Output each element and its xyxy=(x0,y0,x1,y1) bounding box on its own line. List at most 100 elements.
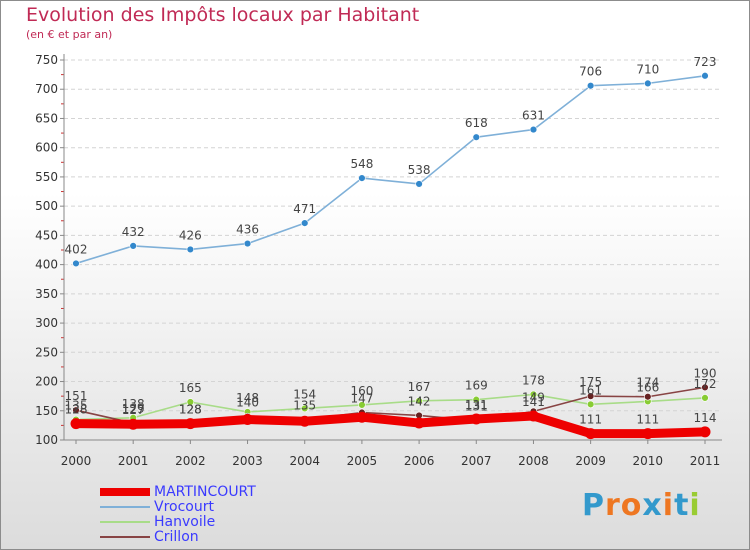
y-tick-label: 700 xyxy=(35,82,58,96)
x-tick-label: 2002 xyxy=(175,454,206,468)
legend-swatch xyxy=(100,505,150,508)
data-label-hanvoile: 138 xyxy=(122,397,145,411)
chart-title: Evolution des Impôts locaux par Habitant xyxy=(26,4,420,26)
data-label-vrocourt: 710 xyxy=(636,62,659,76)
legend-swatch xyxy=(100,535,150,538)
data-label-vrocourt: 706 xyxy=(579,65,602,79)
chart-legend: MARTINCOURT Vrocourt Hanvoile Crillon xyxy=(100,483,256,545)
data-label-vrocourt: 723 xyxy=(694,55,717,69)
data-point-martincourt xyxy=(356,411,368,423)
legend-swatch xyxy=(100,487,150,496)
x-tick-label: 2003 xyxy=(232,454,263,468)
y-tick-label: 450 xyxy=(35,228,58,242)
y-tick-label: 350 xyxy=(35,287,58,301)
data-point-hanvoile xyxy=(529,390,538,399)
logo-letter: P xyxy=(582,488,605,523)
legend-label: Vrocourt xyxy=(154,498,214,515)
legend-item: Crillon xyxy=(100,528,256,545)
data-point-vrocourt xyxy=(72,259,80,268)
y-tick-label: 500 xyxy=(35,199,58,213)
x-tick-label: 2011 xyxy=(690,454,721,468)
data-label-hanvoile: 135 xyxy=(65,399,88,413)
data-label-crillon: 151 xyxy=(65,389,88,403)
data-point-hanvoile xyxy=(186,398,195,406)
data-label-crillon: 174 xyxy=(636,376,659,390)
data-label-vrocourt: 432 xyxy=(122,225,145,239)
proxiti-logo: Proxiti xyxy=(582,488,701,523)
x-tick-label: 2001 xyxy=(118,454,149,468)
data-label-hanvoile: 167 xyxy=(408,380,431,394)
data-label-crillon: 175 xyxy=(579,375,602,389)
data-point-martincourt xyxy=(299,415,311,427)
y-tick-label: 150 xyxy=(35,404,58,418)
data-point-vrocourt xyxy=(644,79,652,88)
series-line-vrocourt xyxy=(75,74,706,265)
y-tick-label: 400 xyxy=(35,258,58,272)
data-point-vrocourt xyxy=(186,245,195,254)
x-tick-label: 2009 xyxy=(575,454,606,468)
data-point-crillon xyxy=(586,392,595,400)
legend-item: MARTINCOURT xyxy=(100,483,256,500)
data-label-vrocourt: 538 xyxy=(408,163,431,177)
y-tick-label: 550 xyxy=(35,170,58,184)
data-point-vrocourt xyxy=(301,219,309,227)
legend-label: MARTINCOURT xyxy=(154,483,256,500)
data-point-martincourt xyxy=(413,417,425,429)
y-tick-label: 250 xyxy=(35,345,58,359)
data-point-martincourt xyxy=(470,413,482,425)
data-point-crillon xyxy=(701,383,709,392)
logo-letter: x xyxy=(642,488,663,523)
data-point-martincourt xyxy=(242,414,254,426)
y-tick-label: 650 xyxy=(35,111,58,125)
data-point-vrocourt xyxy=(472,133,480,141)
legend-item: Vrocourt xyxy=(100,498,256,515)
data-label-vrocourt: 402 xyxy=(65,242,88,256)
logo-letter: o xyxy=(620,488,643,523)
legend-swatch xyxy=(100,520,150,523)
data-point-hanvoile xyxy=(701,394,709,402)
data-point-martincourt xyxy=(585,428,597,440)
data-label-hanvoile: 148 xyxy=(236,391,259,405)
y-tick-label: 100 xyxy=(35,433,58,447)
data-label-martincourt: 141 xyxy=(522,395,545,409)
data-label-crillon: 142 xyxy=(408,394,431,408)
legend-item: Hanvoile xyxy=(100,514,256,530)
data-label-martincourt: 131 xyxy=(465,398,488,412)
data-point-vrocourt xyxy=(529,125,538,134)
data-label-hanvoile: 172 xyxy=(694,377,717,391)
y-tick-label: 750 xyxy=(35,53,58,67)
data-label-crillon: 147 xyxy=(350,392,373,406)
data-point-crillon xyxy=(644,393,652,401)
data-label-hanvoile: 169 xyxy=(465,379,488,393)
data-label-vrocourt: 618 xyxy=(465,116,488,130)
data-label-hanvoile: 160 xyxy=(350,384,373,398)
data-point-vrocourt xyxy=(243,239,252,248)
x-tick-label: 2006 xyxy=(404,454,435,468)
series-line-hanvoile xyxy=(75,393,706,421)
data-label-martincourt: 114 xyxy=(694,411,717,425)
data-label-crillon: 135 xyxy=(293,399,316,413)
legend-label: Crillon xyxy=(154,528,199,545)
data-label-crillon: 140 xyxy=(236,396,259,410)
data-point-vrocourt xyxy=(129,242,137,250)
data-label-martincourt: 128 xyxy=(65,403,88,417)
data-point-vrocourt xyxy=(586,82,595,90)
data-point-martincourt xyxy=(699,426,711,438)
data-label-crillon: 190 xyxy=(694,366,717,380)
data-label-crillon: 149 xyxy=(522,390,545,404)
data-label-crillon: 131 xyxy=(465,400,488,414)
data-label-hanvoile: 161 xyxy=(579,383,602,397)
data-label-hanvoile: 166 xyxy=(636,380,659,394)
logo-letter: i xyxy=(689,488,701,523)
data-label-hanvoile: 165 xyxy=(179,381,202,395)
x-tick-label: 2000 xyxy=(61,454,92,468)
x-tick-label: 2004 xyxy=(289,454,320,468)
data-point-martincourt xyxy=(127,418,139,430)
data-label-hanvoile: 154 xyxy=(293,387,316,401)
x-tick-label: 2007 xyxy=(461,454,492,468)
data-label-crillon: 129 xyxy=(122,402,145,416)
data-label-crillon: 128 xyxy=(179,403,202,417)
series-line-martincourt xyxy=(71,411,710,439)
data-label-martincourt: 111 xyxy=(636,413,659,427)
